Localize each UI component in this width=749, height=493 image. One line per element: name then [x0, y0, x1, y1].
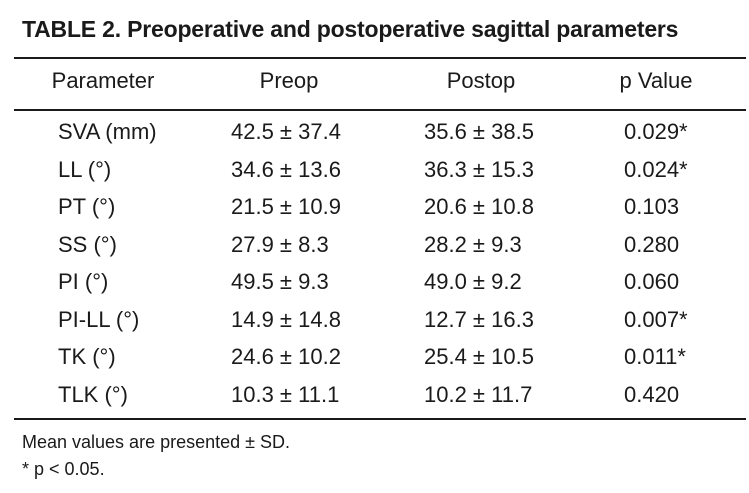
cell-parameter: TLK (°): [58, 381, 128, 407]
table-title: TABLE 2. Preoperative and postoperative …: [22, 16, 679, 42]
cell-parameter: PT (°): [58, 194, 116, 219]
bottom-rule: [14, 418, 746, 420]
cell-p-value: 0.007*: [624, 306, 688, 332]
cell-postop: 36.3 ± 15.3: [424, 156, 534, 182]
table-row: PI-LL (°) 14.9 ± 14.8 12.7 ± 16.3 0.007*: [0, 303, 749, 341]
cell-p-value: 0.029*: [624, 119, 688, 144]
top-rule: [14, 57, 746, 59]
cell-preop: 42.5 ± 37.4: [231, 119, 341, 144]
cell-parameter: TK (°): [58, 344, 116, 369]
table-row: SVA (mm) 42.5 ± 37.4 35.6 ± 38.5 0.029*: [0, 115, 749, 153]
cell-postop: 28.2 ± 9.3: [424, 231, 522, 257]
table-row: PI (°) 49.5 ± 9.3 49.0 ± 9.2 0.060: [0, 265, 749, 303]
cell-preop: 49.5 ± 9.3: [231, 269, 329, 294]
header-rule: [14, 109, 746, 111]
cell-parameter: SVA (mm): [58, 119, 157, 144]
table-row: LL (°) 34.6 ± 13.6 36.3 ± 15.3 0.024*: [0, 153, 749, 191]
cell-p-value: 0.011*: [624, 344, 686, 369]
table-row: TK (°) 24.6 ± 10.2 25.4 ± 10.5 0.011*: [0, 340, 749, 378]
cell-parameter: PI-LL (°): [58, 306, 140, 332]
cell-postop: 49.0 ± 9.2: [424, 269, 522, 294]
table-row: PT (°) 21.5 ± 10.9 20.6 ± 10.8 0.103: [0, 190, 749, 228]
cell-p-value: 0.420: [624, 381, 680, 407]
cell-p-value: 0.024*: [624, 156, 688, 182]
cell-preop: 24.6 ± 10.2: [231, 344, 341, 369]
cell-p-value: 0.060: [624, 269, 680, 294]
cell-preop: 14.9 ± 14.8: [231, 306, 341, 332]
header-preop: Preop: [259, 68, 319, 93]
cell-preop: 21.5 ± 10.9: [231, 194, 341, 219]
cell-preop: 27.9 ± 8.3: [231, 231, 329, 257]
cell-postop: 20.6 ± 10.8: [424, 194, 534, 219]
cell-parameter: PI (°): [58, 269, 109, 294]
cell-p-value: 0.280: [624, 231, 680, 257]
table-row: SS (°) 27.9 ± 8.3 28.2 ± 9.3 0.280: [0, 228, 749, 266]
cell-parameter: SS (°): [58, 231, 117, 257]
cell-p-value: 0.103: [624, 194, 680, 219]
cell-postop: 25.4 ± 10.5: [424, 344, 534, 369]
footnote-significance: * p < 0.05.: [22, 459, 105, 479]
cell-parameter: LL (°): [58, 156, 112, 182]
header-postop: Postop: [446, 68, 516, 93]
table-header-row: Parameter Preop Postop p Value: [0, 68, 749, 98]
cell-preop: 34.6 ± 13.6: [231, 156, 341, 182]
table-row: TLK (°) 10.3 ± 11.1 10.2 ± 11.7 0.420: [0, 378, 749, 416]
table-body: SVA (mm) 42.5 ± 37.4 35.6 ± 38.5 0.029* …: [0, 115, 749, 415]
footnote-sd: Mean values are presented ± SD.: [22, 432, 291, 452]
cell-postop: 35.6 ± 38.5: [424, 119, 534, 144]
header-p-value: p Value: [619, 68, 693, 93]
cell-preop: 10.3 ± 11.1: [231, 381, 340, 407]
cell-postop: 10.2 ± 11.7: [424, 381, 533, 407]
header-parameter: Parameter: [51, 68, 155, 93]
cell-postop: 12.7 ± 16.3: [424, 306, 534, 332]
